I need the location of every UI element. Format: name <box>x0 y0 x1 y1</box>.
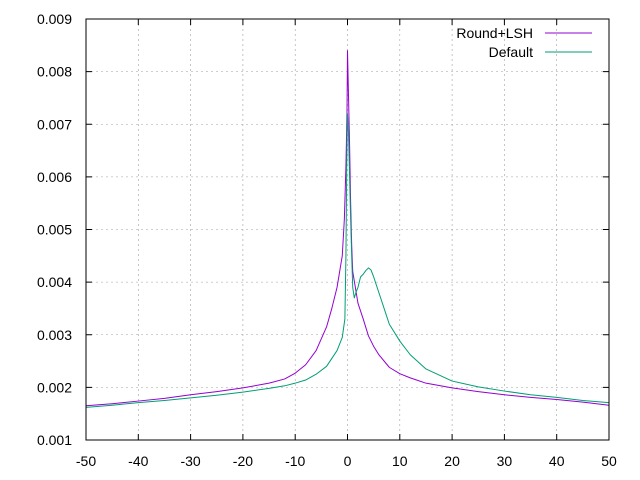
legend-label: Round+LSH <box>456 25 533 41</box>
y-tick-label: 0.006 <box>37 169 72 185</box>
x-tick-label: -40 <box>128 453 148 469</box>
y-tick-label: 0.003 <box>37 327 72 343</box>
y-tick-label: 0.005 <box>37 222 72 238</box>
y-tick-label: 0.009 <box>37 11 72 27</box>
series-lines <box>85 50 610 408</box>
x-tick-label: 10 <box>392 453 408 469</box>
x-tick-label: 30 <box>497 453 513 469</box>
y-tick-label: 0.007 <box>37 116 72 132</box>
y-tick-label: 0.002 <box>37 379 72 395</box>
x-tick-label: -30 <box>180 453 200 469</box>
y-tick-label: 0.008 <box>37 64 72 80</box>
x-tick-label: 40 <box>549 453 565 469</box>
x-tick-label: 50 <box>601 453 617 469</box>
x-tick-label: 0 <box>344 453 352 469</box>
series-line-round-lsh <box>85 50 610 407</box>
legend-label: Default <box>489 44 533 60</box>
x-tick-label: -10 <box>285 453 305 469</box>
x-tick-labels: -50 -40 -30 -20 -10 0 10 20 30 40 50 <box>76 453 617 469</box>
y-tick-label: 0.001 <box>37 432 72 448</box>
legend: Round+LSH Default <box>456 25 592 60</box>
plot-frame <box>85 18 610 441</box>
y-tick-label: 0.004 <box>37 274 72 290</box>
series-line-default <box>85 113 610 408</box>
x-tick-label: -20 <box>233 453 253 469</box>
x-tick-label: 20 <box>444 453 460 469</box>
x-tick-label: -50 <box>76 453 96 469</box>
y-tick-labels: 0.001 0.002 0.003 0.004 0.005 0.006 0.007 0.008… <box>37 11 72 448</box>
